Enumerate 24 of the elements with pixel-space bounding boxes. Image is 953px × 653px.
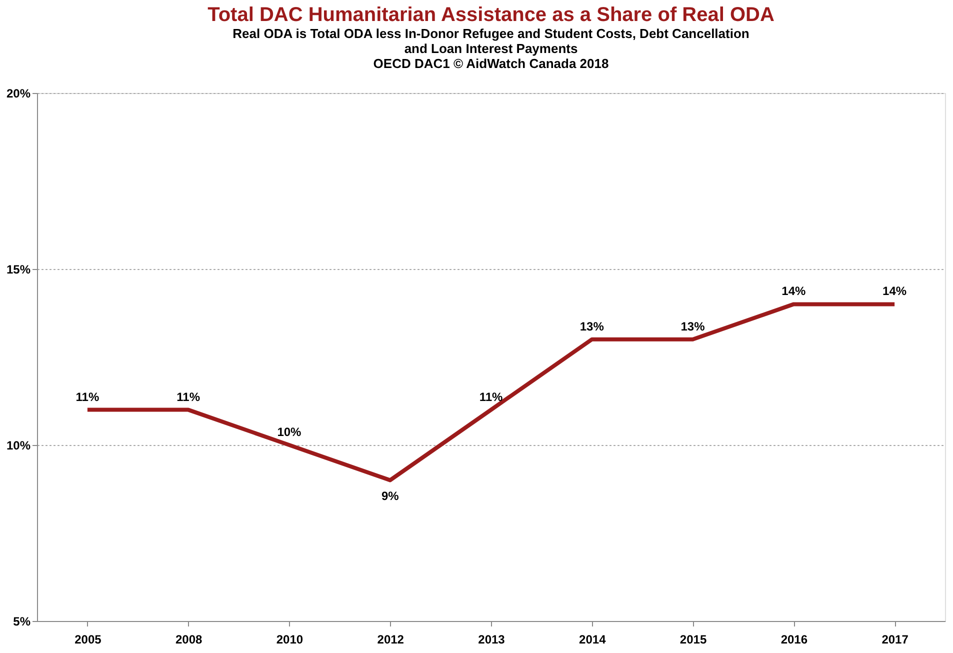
text: 11% (76, 390, 100, 404)
y-tick-label: 10% (6, 438, 31, 452)
x-tick-label: 2008 (175, 632, 203, 646)
x-tick-label: 2016 (780, 632, 808, 646)
y-tick-label: 20% (6, 86, 31, 100)
x-tick-label: 2005 (74, 632, 102, 646)
text: 14% (882, 284, 907, 298)
x-tick-label: 2013 (478, 632, 506, 646)
x-tick-label: 2010 (276, 632, 304, 646)
x-tick-label: 2015 (680, 632, 707, 646)
x-tick-label: 2017 (882, 632, 909, 646)
chart-subtitle: Real ODA is Total ODA less In-Donor Refugee and Student Costs, Debt Cancellation and Loan Interest Payments OECD DAC1 © AidWatch Canada 2018 (232, 26, 750, 71)
text: 11% (176, 390, 200, 404)
text: 13% (680, 319, 705, 334)
x-tick-label: 2014 (579, 632, 606, 646)
chart-title: Total DAC Humanitarian Assistance as a Share of Real ODA (208, 4, 774, 26)
text: 11% (479, 390, 503, 404)
text: 9% (381, 489, 399, 504)
y-tick-label: 15% (6, 262, 31, 276)
x-tick-label: 2012 (377, 632, 404, 646)
text: 13% (580, 319, 604, 334)
text: 14% (782, 284, 806, 298)
y-tick-label: 5% (13, 614, 31, 628)
text: 10% (277, 425, 302, 439)
